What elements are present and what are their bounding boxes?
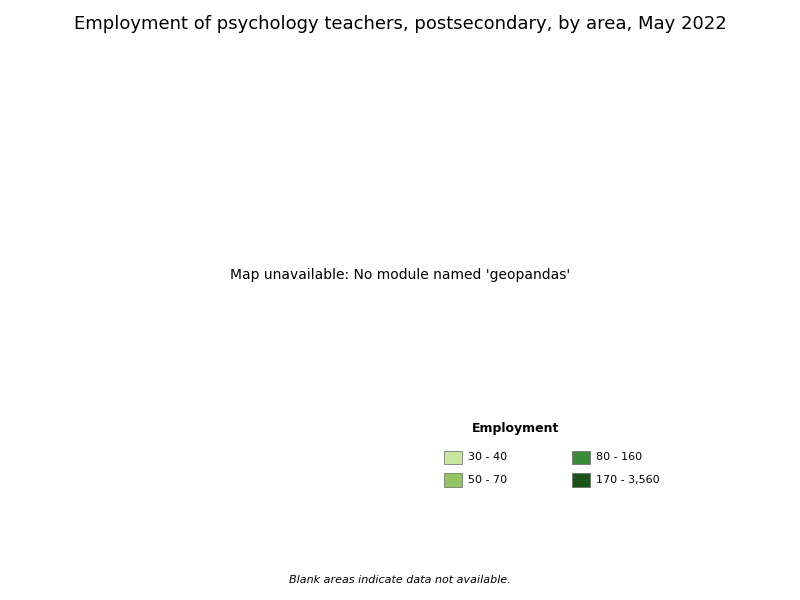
Text: Map unavailable: No module named 'geopandas': Map unavailable: No module named 'geopan… [230, 268, 570, 282]
Text: 170 - 3,560: 170 - 3,560 [596, 475, 660, 485]
Text: 50 - 70: 50 - 70 [468, 475, 507, 485]
Text: 30 - 40: 30 - 40 [468, 452, 507, 462]
Text: Blank areas indicate data not available.: Blank areas indicate data not available. [289, 575, 511, 585]
Text: Employment: Employment [472, 422, 560, 435]
Text: 80 - 160: 80 - 160 [596, 452, 642, 462]
Text: Employment of psychology teachers, postsecondary, by area, May 2022: Employment of psychology teachers, posts… [74, 15, 726, 33]
